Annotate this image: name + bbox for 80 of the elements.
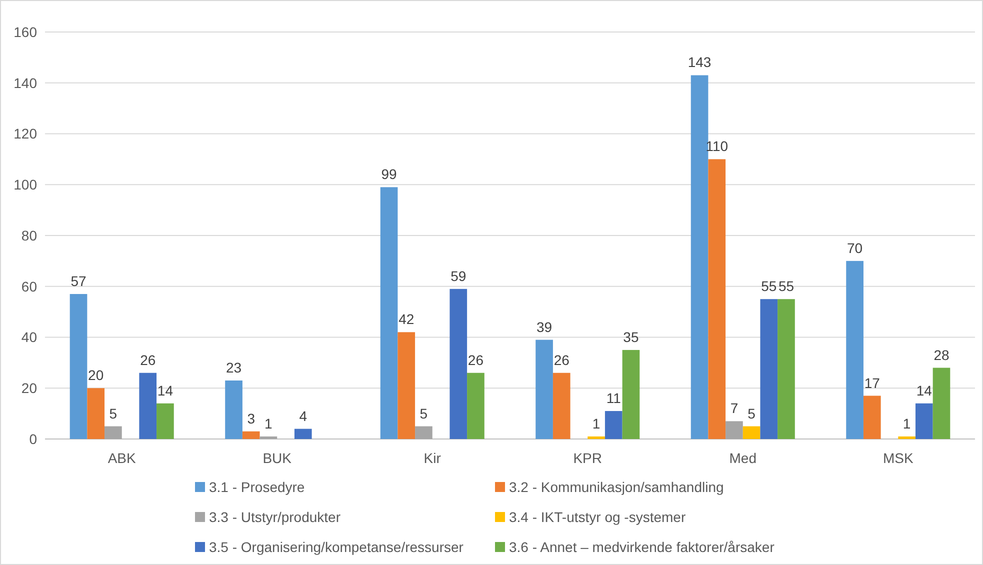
- data-label: 26: [140, 352, 156, 368]
- y-tick-label: 120: [14, 126, 38, 142]
- legend-label: 3.4 - IKT-utstyr og -systemer: [509, 508, 686, 525]
- bar: [898, 436, 916, 439]
- data-label: 23: [226, 359, 242, 376]
- y-tick-label: 0: [29, 430, 38, 447]
- bar: [225, 380, 242, 439]
- data-label: 35: [623, 328, 639, 345]
- bar: [242, 431, 260, 439]
- bar: [380, 187, 398, 439]
- data-label: 99: [381, 166, 398, 182]
- data-label: 14: [157, 382, 174, 398]
- bar: [588, 436, 605, 439]
- bar: [742, 426, 760, 439]
- bar: [846, 260, 864, 439]
- data-label: 1: [264, 415, 273, 432]
- bar: [415, 426, 432, 439]
- legend-label: 3.6 - Annet – medvirkende faktorer/årsaker: [509, 538, 775, 555]
- x-tick-label: MSK: [882, 450, 914, 466]
- x-tick-label: Med: [729, 450, 757, 466]
- bar: [260, 436, 278, 439]
- data-label: 59: [450, 268, 466, 284]
- data-label: 55: [778, 278, 794, 294]
- y-tick-label: 20: [21, 380, 38, 396]
- bar: [604, 411, 622, 439]
- data-label: 5: [109, 405, 118, 422]
- data-label: 1: [902, 415, 911, 432]
- y-tick-label: 40: [21, 329, 38, 346]
- bar: [450, 288, 468, 439]
- data-label: 4: [299, 408, 308, 424]
- data-label: 57: [70, 273, 87, 290]
- data-label: 39: [536, 318, 552, 335]
- bar: [139, 372, 157, 439]
- bar: [760, 299, 778, 439]
- data-label: 42: [398, 311, 414, 328]
- bar: [863, 396, 881, 439]
- bar: [690, 75, 708, 439]
- bar: [622, 350, 640, 439]
- y-tick-label: 80: [21, 227, 38, 244]
- bar: [156, 403, 174, 439]
- bar: [778, 299, 795, 439]
- data-label: 26: [554, 352, 570, 368]
- data-label: 11: [606, 390, 622, 406]
- x-tick-label: KPR: [573, 450, 602, 466]
- data-label: 5: [748, 405, 756, 422]
- bar: [726, 421, 743, 439]
- legend-label: 3.1 - Prosedyre: [209, 478, 305, 495]
- bar: [932, 368, 950, 439]
- bar: [915, 403, 933, 439]
- x-tick-label: ABK: [108, 450, 137, 466]
- data-label: 17: [864, 374, 880, 391]
- data-label: 7: [730, 400, 738, 416]
- data-label: 5: [420, 405, 428, 422]
- data-label: 26: [468, 352, 484, 368]
- legend-label: 3.5 - Organisering/kompetanse/ressurser: [209, 538, 464, 555]
- bar: [536, 340, 553, 439]
- data-label: 70: [847, 240, 863, 256]
- data-label: 14: [916, 382, 932, 398]
- legend-label: 3.3 - Utstyr/produkter: [209, 508, 341, 525]
- y-tick-label: 100: [14, 176, 38, 193]
- bar: [708, 159, 726, 439]
- data-label: 28: [934, 346, 950, 363]
- bar: [294, 428, 312, 439]
- data-label: 3: [247, 410, 256, 426]
- bar: [70, 294, 88, 439]
- data-label: 143: [688, 54, 712, 70]
- bar: [104, 426, 122, 439]
- bar: [398, 332, 416, 439]
- y-tick-label: 160: [14, 24, 38, 40]
- data-label: 55: [761, 278, 777, 294]
- y-tick-label: 60: [21, 278, 38, 294]
- data-label: 1: [592, 415, 600, 432]
- bar: [467, 372, 484, 439]
- legend-label: 3.2 - Kommunikasjon/samhandling: [509, 478, 724, 495]
- x-tick-label: BUK: [262, 450, 292, 466]
- x-tick-label: Kir: [424, 450, 442, 466]
- y-tick-label: 140: [14, 74, 38, 91]
- bar: [552, 372, 570, 439]
- bar: [87, 388, 105, 439]
- data-label: 20: [88, 367, 104, 384]
